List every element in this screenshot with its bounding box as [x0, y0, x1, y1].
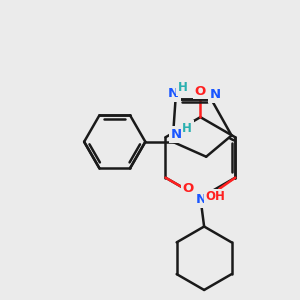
Text: N: N: [196, 193, 207, 206]
Text: H: H: [182, 122, 192, 135]
Text: N: N: [210, 88, 221, 101]
Text: O: O: [195, 85, 206, 98]
Text: N: N: [168, 87, 179, 100]
Text: N: N: [171, 128, 182, 141]
Text: OH: OH: [206, 190, 226, 203]
Text: H: H: [178, 81, 188, 94]
Text: O: O: [182, 182, 194, 195]
